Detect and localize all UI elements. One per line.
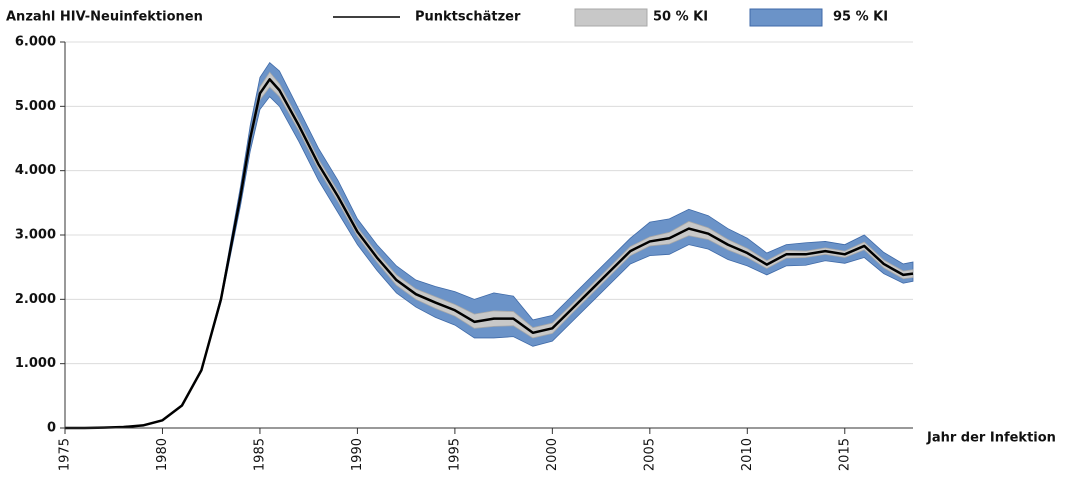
line xyxy=(65,78,914,430)
y-tick-label: 6.000 xyxy=(15,35,56,50)
y-tick-label: 1.000 xyxy=(15,356,56,371)
legend-label: 95 % KI xyxy=(833,10,888,25)
x-tick-label: 1995 xyxy=(447,438,462,471)
legend-label: Punktschätzer xyxy=(415,10,521,25)
legend-swatch xyxy=(574,8,648,27)
x-tick-label: 1980 xyxy=(155,438,170,471)
confidence-band xyxy=(65,61,914,429)
x-tick-label: 1975 xyxy=(58,438,73,471)
x-tick-label: 1985 xyxy=(252,438,267,471)
x-tick-label: 2010 xyxy=(740,438,755,471)
x-tick-label: 2015 xyxy=(837,438,852,471)
y-tick-label: 2.000 xyxy=(15,292,56,307)
legend-swatch xyxy=(749,8,823,27)
y-tick-label: 4.000 xyxy=(15,163,56,178)
x-tick-label: 2005 xyxy=(642,438,657,471)
chart-title: Anzahl HIV-Neuinfektionen xyxy=(6,10,203,25)
y-tick-label: 3.000 xyxy=(15,228,56,243)
x-axis-label: Jahr der Infektion xyxy=(926,431,1056,446)
legend-label: 50 % KI xyxy=(653,10,708,25)
y-tick-label: 5.000 xyxy=(15,99,56,114)
x-tick-label: 1990 xyxy=(350,438,365,471)
y-tick-label: 0 xyxy=(47,421,56,436)
x-tick-label: 2000 xyxy=(545,438,560,471)
